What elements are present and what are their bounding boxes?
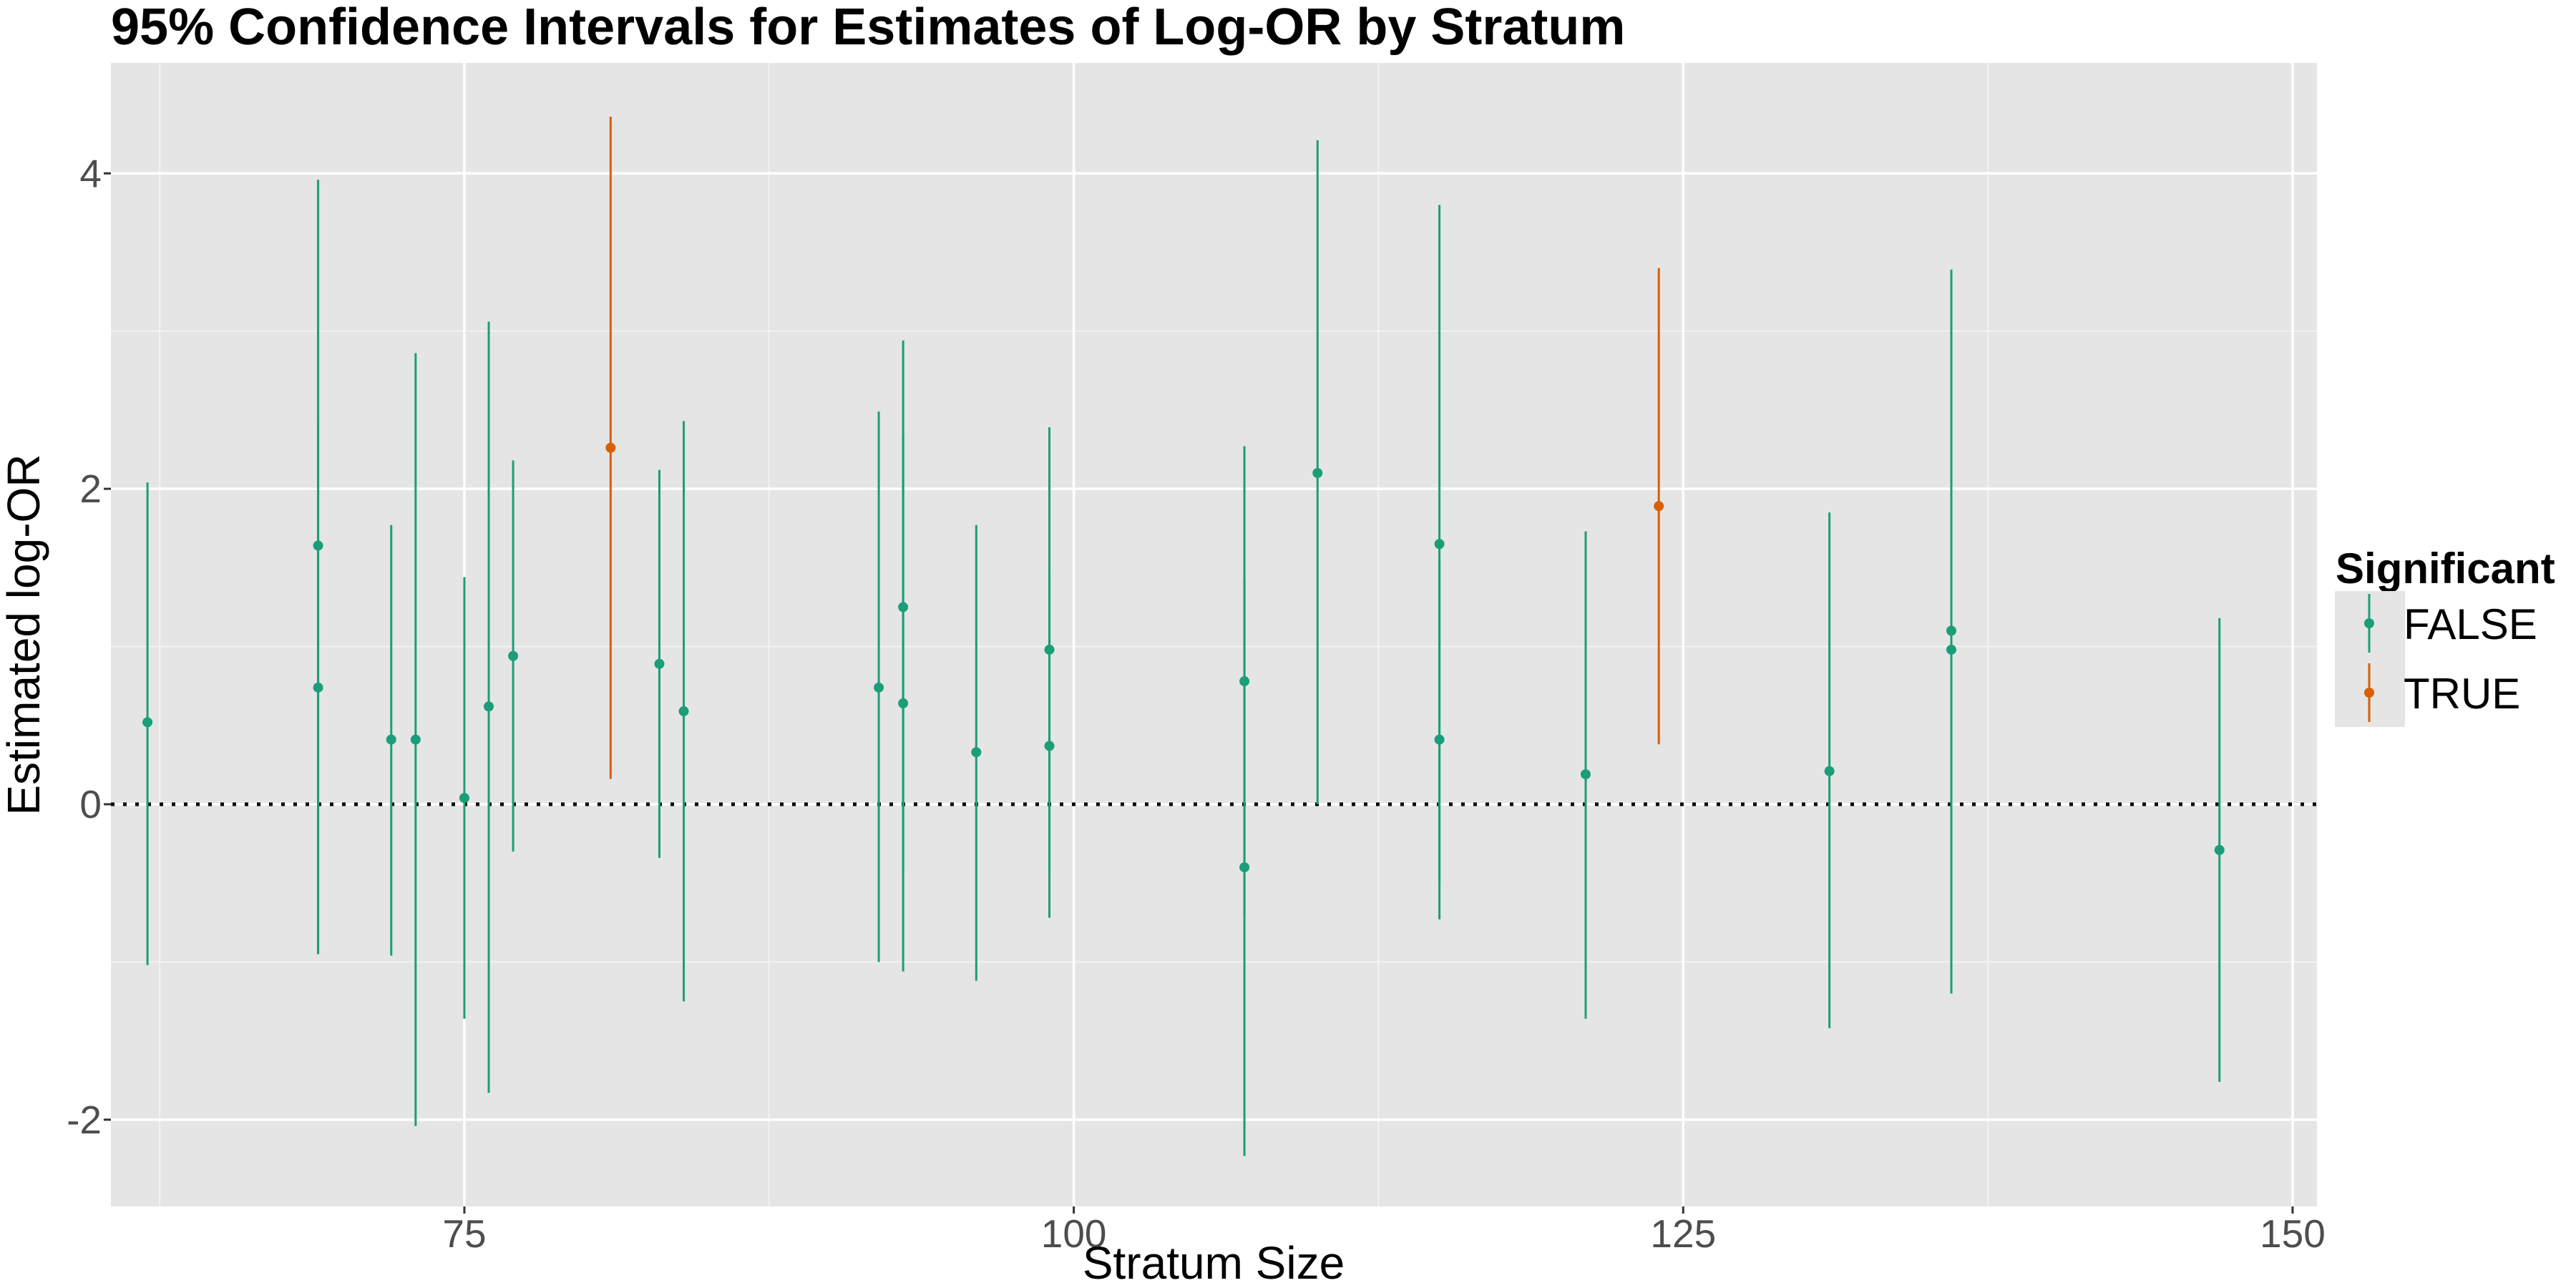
x-tick-label: 100 xyxy=(1041,1211,1107,1256)
data-point xyxy=(1044,741,1055,751)
legend-label-true: TRUE xyxy=(2404,670,2520,718)
data-point xyxy=(898,698,909,708)
x-axis-title: Stratum Size xyxy=(1083,1237,1345,1288)
x-tick-label: 125 xyxy=(1650,1211,1716,1256)
data-point xyxy=(1654,501,1664,512)
data-point xyxy=(386,734,396,745)
y-tick-label: -2 xyxy=(67,1098,102,1142)
data-point xyxy=(2214,844,2225,855)
grid-minor-lines xyxy=(111,63,2317,1206)
data-point xyxy=(1434,539,1445,550)
data-point xyxy=(484,701,494,712)
data-point xyxy=(508,650,519,661)
y-tick-label: 2 xyxy=(79,467,102,511)
y-tick-label: 0 xyxy=(79,782,102,826)
data-point xyxy=(1581,769,1591,780)
legend: Significant FALSE TRUE xyxy=(2335,545,2555,727)
data-point xyxy=(142,717,153,728)
legend-key-true-point xyxy=(2364,688,2374,698)
data-point xyxy=(1946,644,1957,655)
data-point xyxy=(1044,644,1055,655)
data-point xyxy=(874,682,884,693)
legend-key-false-point xyxy=(2364,618,2374,628)
y-tick-label: 4 xyxy=(79,151,102,195)
data-point xyxy=(1434,734,1445,745)
data-point xyxy=(313,540,323,551)
data-point xyxy=(1824,766,1835,776)
data-point xyxy=(898,602,909,613)
error-bars xyxy=(146,116,2221,1156)
x-axis-ticks: 75 100 125 150 xyxy=(442,1206,2326,1256)
data-point xyxy=(1312,468,1323,479)
data-point xyxy=(410,734,421,745)
data-point xyxy=(654,658,665,669)
data-point xyxy=(605,442,616,453)
chart-title: 95% Confidence Intervals for Estimates o… xyxy=(111,0,1625,56)
data-point xyxy=(459,793,469,804)
x-tick-label: 75 xyxy=(442,1211,486,1256)
legend-title: Significant xyxy=(2336,545,2555,592)
y-axis-ticks: -2 0 2 4 xyxy=(67,151,111,1142)
data-point xyxy=(971,747,982,758)
data-points xyxy=(142,442,2225,873)
data-point xyxy=(678,706,689,716)
data-point xyxy=(1239,862,1250,873)
plot-panel xyxy=(111,63,2317,1206)
x-tick-label: 150 xyxy=(2260,1211,2326,1256)
data-point xyxy=(1239,676,1250,687)
data-point xyxy=(313,682,323,693)
y-axis-title: Estimated log-OR xyxy=(0,454,49,815)
data-point xyxy=(1946,625,1957,636)
legend-label-false: FALSE xyxy=(2404,600,2537,648)
